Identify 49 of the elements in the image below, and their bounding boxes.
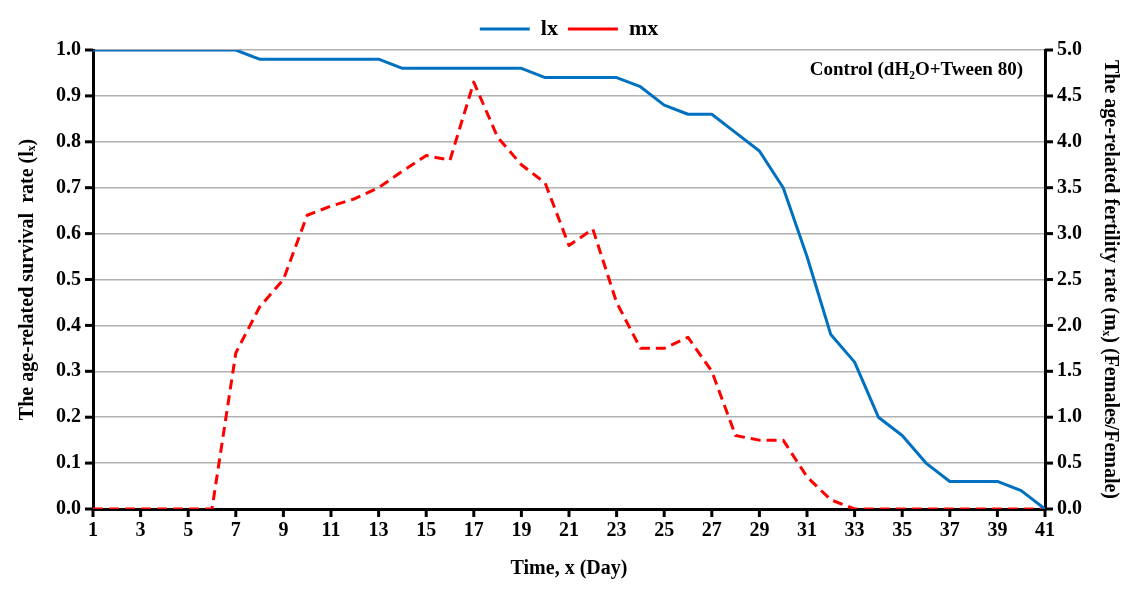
annotation: Control (dH₂O+Tween 80) (809, 57, 1023, 80)
x-tick-label: 27 (701, 518, 722, 541)
x-tick-label: 31 (797, 518, 817, 541)
y2-tick-label: 4.5 (1057, 83, 1082, 106)
legend-label: mx (628, 14, 659, 40)
x-tick-label: 1 (88, 518, 98, 541)
x-axis-title: Time, x (Day) (510, 556, 628, 580)
x-tick-label: 33 (844, 518, 865, 541)
x-tick-label: 9 (278, 518, 289, 541)
y-axis-title: The age-related survival rate (lₓ) (15, 138, 39, 421)
x-tick-label: 25 (654, 518, 675, 541)
x-tick-label: 13 (368, 518, 389, 541)
y-tick-label: 0.0 (56, 496, 81, 519)
x-tick-label: 7 (230, 518, 241, 541)
y2-tick-label: 5.0 (1057, 37, 1082, 60)
y2-tick-label: 2.5 (1057, 266, 1082, 289)
x-tick-label: 5 (183, 518, 194, 541)
x-tick-label: 37 (939, 518, 960, 541)
x-tick-label: 17 (463, 518, 484, 541)
y-tick-label: 0.9 (56, 83, 81, 106)
y-tick-label: 0.2 (56, 404, 81, 427)
legend-label: lx (540, 14, 558, 40)
y2-tick-label: 0.0 (1057, 496, 1082, 519)
y2-tick-label: 1.5 (1057, 358, 1082, 381)
y2-tick-label: 2.0 (1057, 312, 1082, 335)
x-tick-label: 19 (511, 518, 532, 541)
y-tick-label: 0.7 (56, 174, 81, 197)
y2-tick-label: 3.0 (1057, 220, 1082, 243)
x-tick-label: 29 (749, 518, 770, 541)
y-tick-label: 0.4 (56, 312, 81, 335)
x-tick-label: 35 (892, 518, 913, 541)
y-tick-label: 0.1 (56, 450, 81, 473)
x-tick-label: 41 (1035, 518, 1055, 541)
x-tick-label: 23 (606, 518, 627, 541)
y2-tick-label: 1.0 (1057, 404, 1082, 427)
x-tick-label: 11 (321, 518, 341, 541)
x-tick-label: 15 (416, 518, 437, 541)
y-tick-label: 0.3 (56, 358, 81, 381)
y-tick-label: 0.8 (56, 128, 81, 151)
x-tick-label: 3 (135, 518, 146, 541)
y2-tick-label: 4.0 (1057, 128, 1082, 151)
y-tick-label: 0.5 (56, 266, 81, 289)
y2-axis-title: The age-related fertility rate (mₓ) (Females/Female) (1099, 59, 1123, 500)
y2-tick-label: 3.5 (1057, 174, 1082, 197)
x-tick-label: 39 (987, 518, 1008, 541)
y-tick-label: 0.6 (56, 220, 81, 243)
y-tick-label: 1.0 (56, 37, 81, 60)
x-tick-label: 21 (559, 518, 579, 541)
y2-tick-label: 0.5 (1057, 450, 1082, 473)
